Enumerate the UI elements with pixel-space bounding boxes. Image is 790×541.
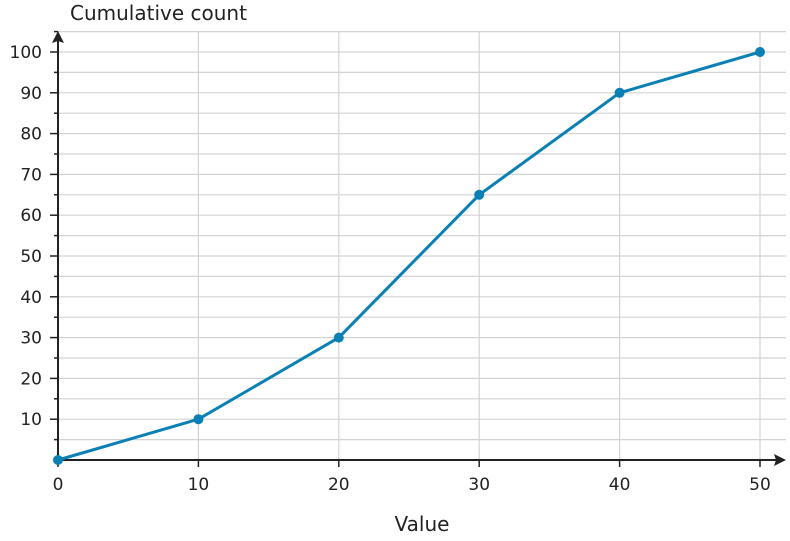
tick-labels: 10 20 30 40 50 60 70 80 90 100 0 10 20 30 40 50 [10,43,771,495]
data-point [474,189,485,200]
series [53,47,765,465]
y-tick-label: 80 [20,125,42,145]
x-axis-label: Value [395,512,450,536]
series-line [57,50,761,462]
x-tick-label: 0 [53,475,64,495]
x-tick-label: 50 [749,475,771,495]
y-axis-label: Cumulative count [70,1,247,25]
y-tick-label: 20 [20,369,42,389]
y-tick-label: 50 [20,247,42,267]
y-tick-label: 40 [20,288,42,308]
y-tick-label: 10 [20,410,42,430]
y-tick-label: 70 [20,165,42,185]
y-axis-arrow [52,31,64,43]
grid-lines [58,31,786,460]
x-tick-label: 20 [328,475,350,495]
data-point [614,87,625,98]
data-point [53,455,63,465]
y-tick-label: 60 [20,206,42,226]
x-tick-label: 10 [188,475,210,495]
data-point [333,332,344,343]
data-point [755,47,765,57]
y-tick-label: 90 [20,84,42,104]
x-tick-label: 30 [468,475,490,495]
y-tick-label: 100 [10,43,42,63]
x-tick-label: 40 [609,475,631,495]
y-tick-label: 30 [20,329,42,349]
axes [50,30,786,467]
x-axis-arrow [774,454,786,466]
data-point [193,414,204,425]
